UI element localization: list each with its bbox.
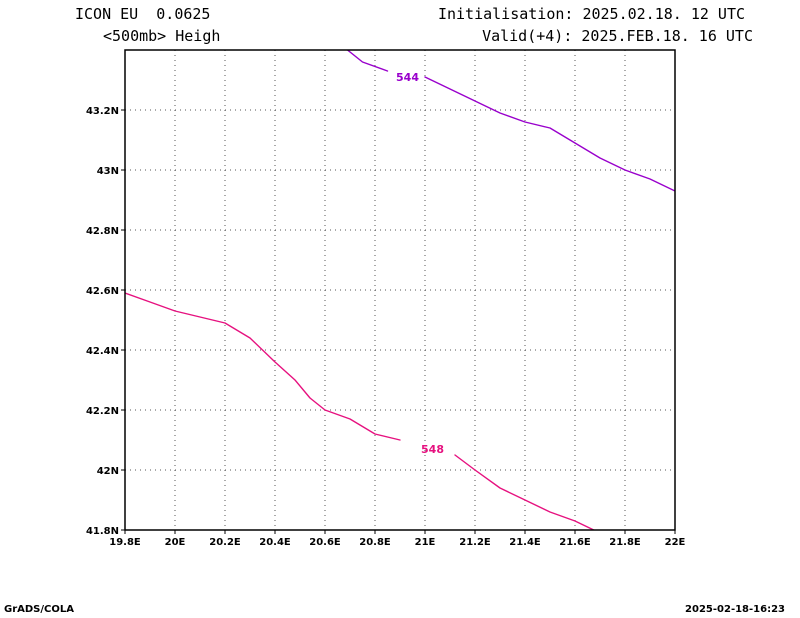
x-tick-label: 19.8E	[109, 537, 141, 548]
y-tick-label: 42.2N	[86, 406, 119, 417]
y-tick-label: 42.4N	[86, 346, 119, 357]
footer-credit: GrADS/COLA	[4, 604, 74, 615]
valid-time: Valid(+4): 2025.FEB.18. 16 UTC	[482, 27, 753, 45]
contour-labels: 544 548	[396, 71, 444, 456]
y-tick-label: 41.8N	[86, 526, 119, 537]
contour-lines	[125, 50, 675, 530]
contour-label-544: 544	[396, 71, 419, 84]
y-tick-label: 42.8N	[86, 226, 119, 237]
x-tick-label: 21.2E	[459, 537, 491, 548]
y-tick-label: 42.6N	[86, 286, 119, 297]
x-tick-label: 22E	[665, 537, 686, 548]
axes: 19.8E 20E 20.2E 20.4E 20.6E 20.8E 21E 21.2E 21.4…	[86, 49, 686, 548]
model-title: ICON EU 0.0625	[75, 5, 211, 23]
y-tick-label: 43N	[97, 166, 119, 177]
contour-line-548	[125, 292, 401, 441]
x-tick-label: 21.4E	[509, 537, 541, 548]
contour-line-548	[454, 454, 596, 530]
x-tick-label: 20.8E	[359, 537, 391, 548]
x-tick-label: 20.2E	[209, 537, 241, 548]
y-tick-label: 43.2N	[86, 106, 119, 117]
x-tick-label: 20E	[165, 537, 186, 548]
x-tick-label: 21.8E	[609, 537, 641, 548]
contour-label-548: 548	[421, 443, 444, 456]
x-tick-label: 21.6E	[559, 537, 591, 548]
y-tick-label: 42N	[97, 466, 119, 477]
contour-line-544	[424, 76, 675, 192]
contour-line-544	[346, 50, 389, 72]
x-tick-label: 20.4E	[259, 537, 291, 548]
init-time: Initialisation: 2025.02.18. 12 UTC	[437, 5, 745, 23]
footer-timestamp: 2025-02-18-16:23	[685, 604, 785, 615]
field-title: <500mb> Heigh	[103, 27, 221, 45]
grid-lines	[125, 50, 675, 530]
x-tick-label: 21E	[415, 537, 436, 548]
x-tick-label: 20.6E	[309, 537, 341, 548]
